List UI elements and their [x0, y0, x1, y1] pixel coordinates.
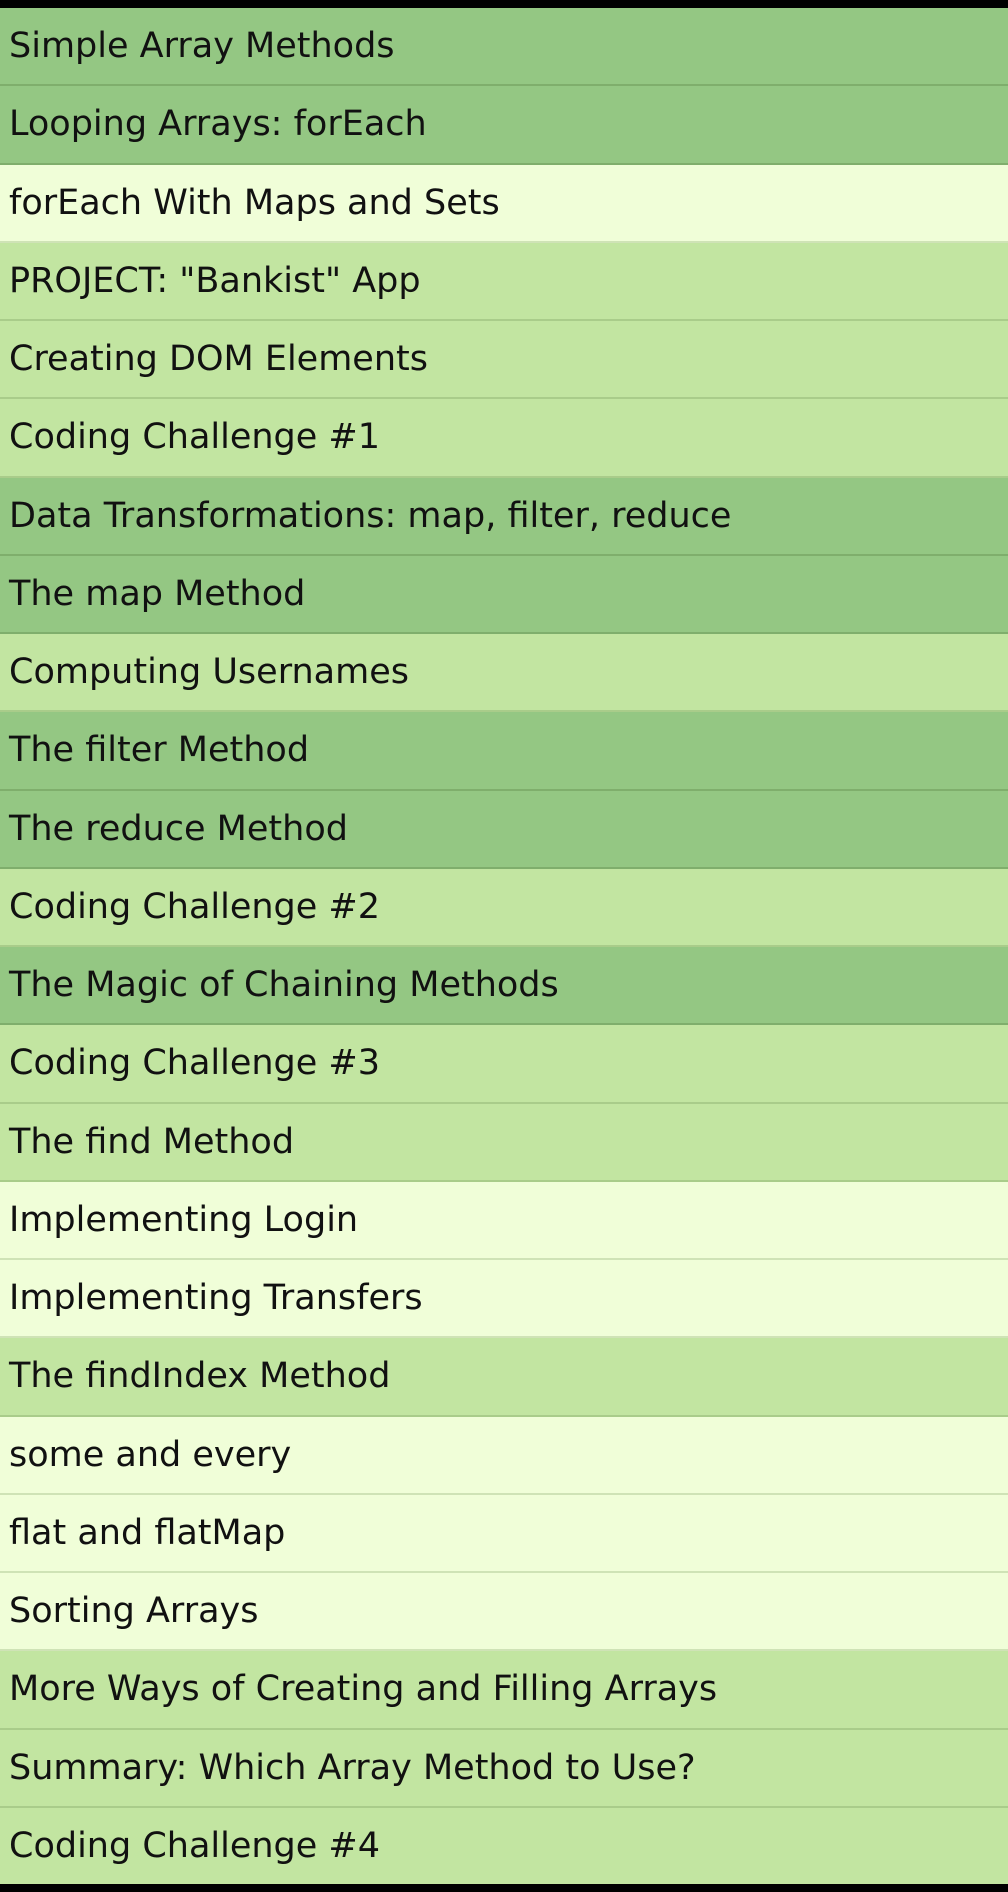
list-item[interactable]: some and every: [0, 1416, 1008, 1495]
list-item[interactable]: The filter Method: [0, 712, 1008, 791]
list-item[interactable]: Coding Challenge #2: [0, 868, 1008, 947]
list-item[interactable]: Coding Challenge #4: [0, 1807, 1008, 1884]
list-item[interactable]: Simple Array Methods: [0, 8, 1008, 87]
list-item[interactable]: flat and flatMap: [0, 1494, 1008, 1573]
list-item[interactable]: Implementing Transfers: [0, 1260, 1008, 1339]
list-item[interactable]: Creating DOM Elements: [0, 321, 1008, 400]
list-item[interactable]: Looping Arrays: forEach: [0, 86, 1008, 165]
list-item[interactable]: The reduce Method: [0, 790, 1008, 869]
list-item[interactable]: The findIndex Method: [0, 1338, 1008, 1417]
list-item[interactable]: More Ways of Creating and Filling Arrays: [0, 1651, 1008, 1730]
list-item[interactable]: Data Transformations: map, filter, reduc…: [0, 477, 1008, 556]
list-item[interactable]: forEach With Maps and Sets: [0, 164, 1008, 243]
list-item[interactable]: The map Method: [0, 555, 1008, 634]
list-item[interactable]: Computing Usernames: [0, 634, 1008, 713]
list-item[interactable]: Sorting Arrays: [0, 1573, 1008, 1652]
list-item[interactable]: PROJECT: "Bankist" App: [0, 242, 1008, 321]
list-item[interactable]: The find Method: [0, 1103, 1008, 1182]
list-item[interactable]: Implementing Login: [0, 1181, 1008, 1260]
list-item[interactable]: Summary: Which Array Method to Use?: [0, 1729, 1008, 1808]
list-item[interactable]: The Magic of Chaining Methods: [0, 947, 1008, 1026]
list-item[interactable]: Coding Challenge #3: [0, 1025, 1008, 1104]
list-item[interactable]: Coding Challenge #1: [0, 399, 1008, 478]
